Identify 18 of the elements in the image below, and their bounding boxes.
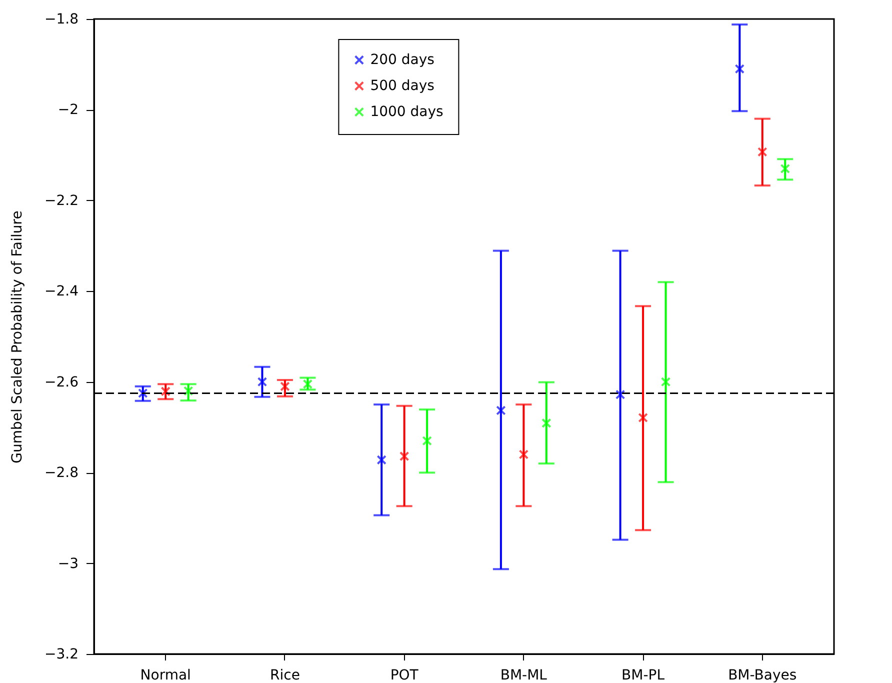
y-tick-label: −2 (58, 102, 78, 118)
x-tick-label: BM-Bayes (728, 668, 797, 683)
y-tick-label: −2.6 (44, 374, 79, 390)
y-tick-label: −3.2 (44, 646, 78, 662)
x-tick-label: BM-ML (500, 668, 548, 683)
x-tick-label: Normal (140, 668, 191, 683)
x-tick-label: BM-PL (622, 668, 665, 683)
x-tick-label: Rice (270, 668, 300, 683)
y-tick-label: −2.4 (44, 284, 79, 300)
legend-label: 1000 days (370, 104, 444, 120)
y-axis-title: Gumbel Scaled Probability of Failure (10, 210, 26, 464)
legend-label: 200 days (370, 52, 434, 68)
x-tick-label: POT (390, 668, 419, 683)
legend-label: 500 days (370, 78, 434, 94)
y-tick-label: −1.8 (44, 12, 78, 28)
y-tick-label: −2.8 (44, 465, 78, 482)
y-tick-label: −2.2 (44, 192, 78, 209)
y-tick-label: −3 (58, 556, 78, 572)
